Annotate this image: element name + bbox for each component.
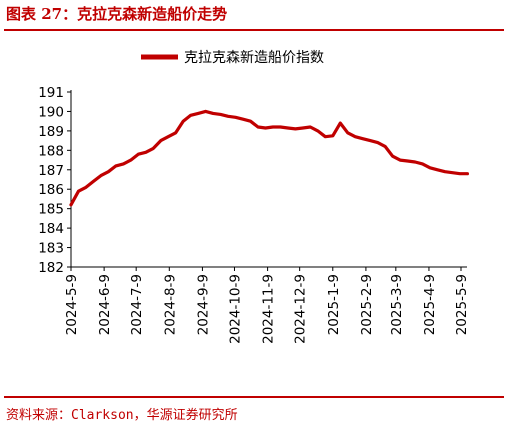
x-tick-label: 2024-8-9 <box>162 274 178 335</box>
x-tick-label: 2025-1-9 <box>326 274 342 335</box>
y-tick-label: 186 <box>38 182 64 198</box>
series-line <box>69 109 469 207</box>
x-tick-label: 2024-12-9 <box>293 274 309 344</box>
y-tick-label: 184 <box>38 221 64 237</box>
axes <box>70 90 467 268</box>
plot-area <box>69 109 469 207</box>
y-tick-label: 185 <box>38 202 64 218</box>
x-tick-label: 2024-11-9 <box>261 274 277 344</box>
x-tick-label: 2025-2-9 <box>359 274 375 335</box>
x-tick-label: 2025-4-9 <box>422 274 438 335</box>
legend-label: 克拉克森新造船价指数 <box>184 50 324 66</box>
x-axis-ticks: 2024-5-9 2024-6-9 2024-7-9 2024-8-9 2024-9-9… <box>64 267 470 344</box>
legend: 克拉克森新造船价指数 <box>141 50 324 66</box>
x-tick-label: 2024-10-9 <box>227 274 243 344</box>
y-tick-label: 187 <box>38 163 64 179</box>
title-rule <box>4 29 504 31</box>
y-tick-label: 189 <box>38 124 64 140</box>
y-tick-label: 183 <box>38 241 64 257</box>
source-note: 资料来源：Clarkson，华源证券研究所 <box>6 408 238 423</box>
y-axis-ticks: 182 183 184 185 186 187 188 189 190 191 <box>38 85 71 276</box>
figure-title: 图表 27：克拉克森新造船价走势 <box>6 5 228 23</box>
y-tick-label: 188 <box>38 143 64 159</box>
x-tick-label: 2025-3-9 <box>389 274 405 335</box>
x-tick-label: 2025-5-9 <box>454 274 470 335</box>
y-tick-label: 190 <box>38 104 64 120</box>
y-tick-label: 182 <box>38 260 64 276</box>
y-tick-label: 191 <box>38 85 64 101</box>
x-tick-label: 2024-9-9 <box>195 274 211 335</box>
x-tick-label: 2024-7-9 <box>129 274 145 335</box>
x-tick-label: 2024-6-9 <box>97 274 113 335</box>
x-tick-label: 2024-5-9 <box>64 274 80 335</box>
footer-rule <box>4 396 504 398</box>
